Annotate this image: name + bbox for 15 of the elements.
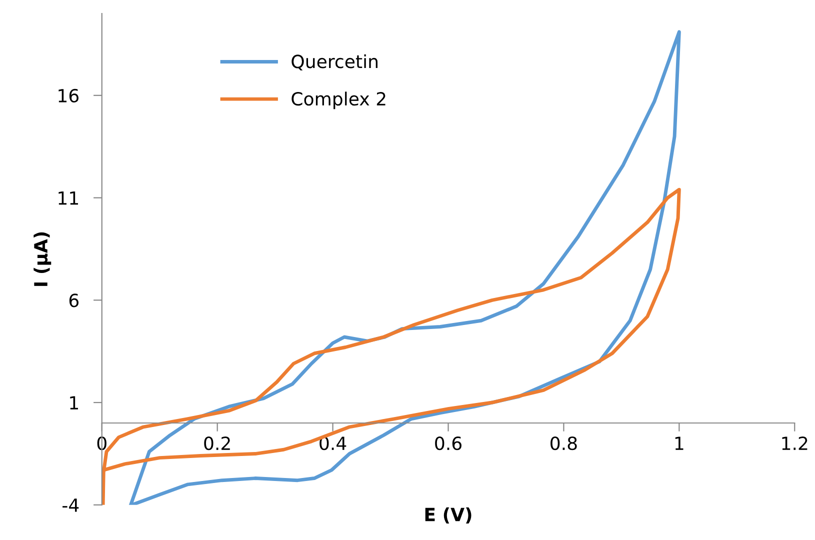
x-tick-label: 0.6 [435,436,462,450]
legend-label: Complex 2 [292,92,386,110]
x-tick-label: 0.2 [204,436,230,450]
y-tick-label: -4 [62,498,79,512]
x-axis-title: E (V) [425,507,472,524]
x-tick-label: 1 [675,436,684,450]
y-tick-label: 16 [58,88,79,103]
x-tick-label: 0 [97,436,106,450]
y-tick-label: 11 [58,191,78,205]
x-tick-label: 1.2 [782,436,808,450]
y-axis-title: I (μA) [34,232,52,286]
legend-label: Quercetin [292,54,378,70]
x-tick-label: 0.8 [550,436,577,450]
y-tick-label: 6 [69,294,79,308]
y-tick-label: 1 [70,396,78,410]
